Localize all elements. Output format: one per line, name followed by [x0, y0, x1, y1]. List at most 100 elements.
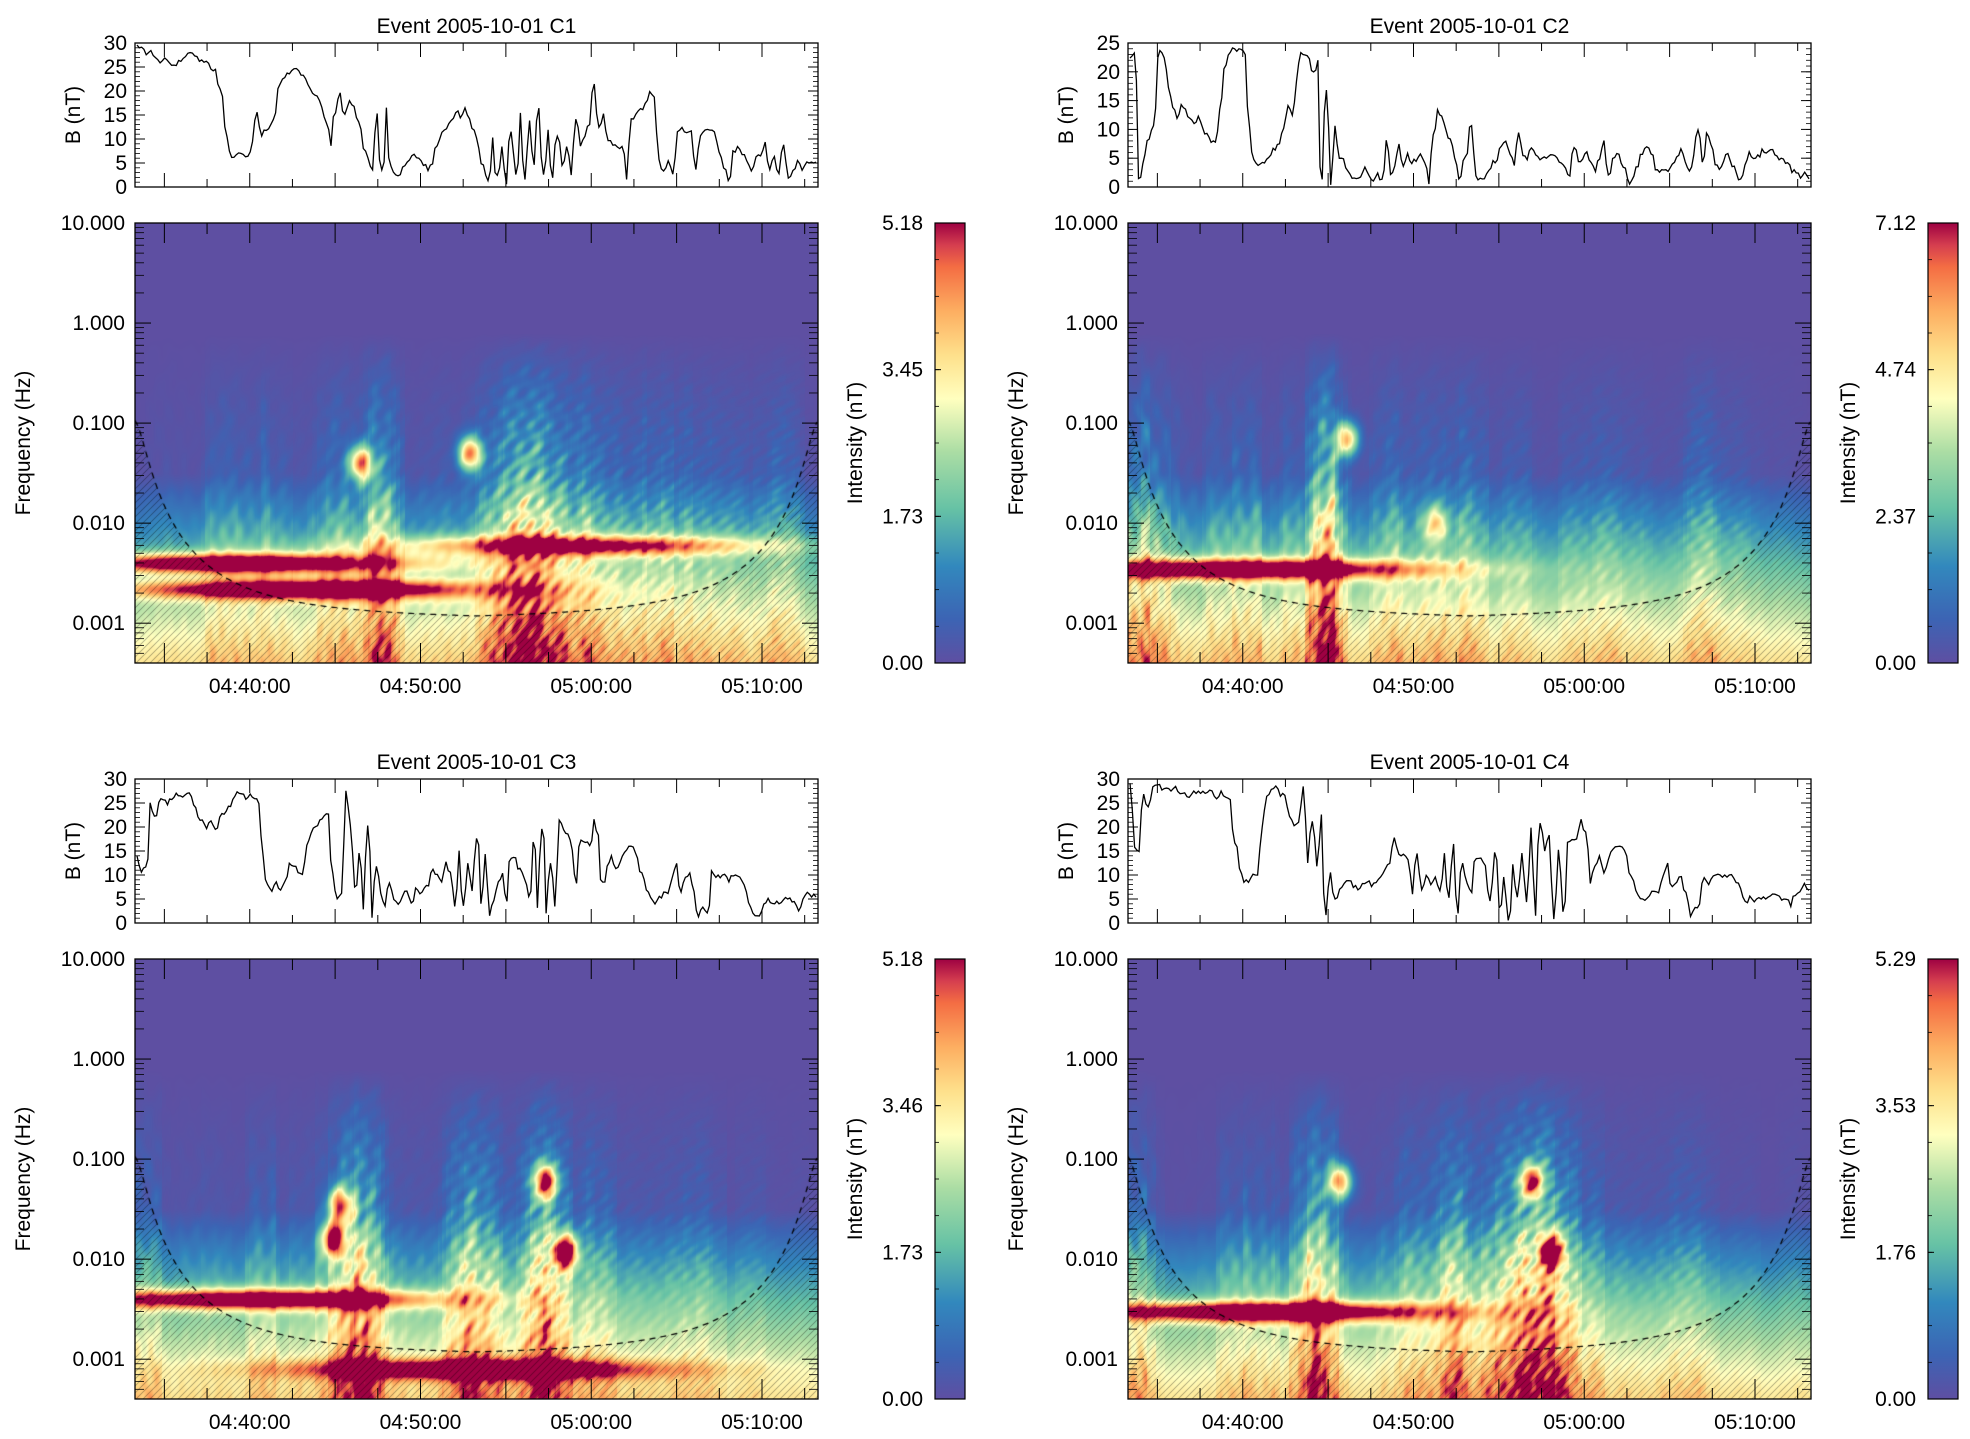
b-field-series: [1129, 47, 1810, 186]
colorbar-tick-label: 3.46: [882, 1095, 923, 1118]
colorbar-tick-label: 4.74: [1875, 359, 1916, 382]
plot-frame: [134, 222, 819, 664]
y-tick-label: 5: [1108, 888, 1120, 911]
colorbar-label: Intensity (nT): [844, 1118, 867, 1241]
chart-title: Event 2005-10-01 C2: [1370, 15, 1570, 38]
colorbar-label: Intensity (nT): [844, 382, 867, 505]
spectrogram-axes: 10.000 1.000 0.100 0.010 0.001 Frequency (Hz)…: [12, 948, 819, 1434]
y-axis-label: B (nT): [1055, 86, 1078, 144]
x-tick-label: 04:40:00: [1202, 1411, 1284, 1434]
y-tick-label: 20: [1097, 61, 1120, 84]
y-tick-label: 30: [1097, 768, 1120, 791]
y-tick-label: 10.000: [61, 948, 125, 971]
y-tick-label: 1.000: [1065, 1048, 1118, 1071]
y-tick-label: 0.001: [72, 612, 125, 635]
colorbar-label: Intensity (nT): [1837, 382, 1860, 505]
y-tick-label: 0.010: [72, 1248, 125, 1271]
colorbar-tick-label: 7.12: [1875, 212, 1916, 235]
y-axis-label: Frequency (Hz): [12, 1107, 35, 1252]
y-tick-label: 15: [1097, 840, 1120, 863]
colorbar: 0.00 1.73 3.45 5.18 Intensity (nT): [844, 212, 966, 675]
y-tick-label: 0.100: [72, 412, 125, 435]
x-tick-label: 04:40:00: [209, 675, 291, 698]
y-axis-label: Frequency (Hz): [12, 371, 35, 516]
y-axis-label: Frequency (Hz): [1005, 1107, 1028, 1252]
y-tick-label: 0.010: [1065, 512, 1118, 535]
spectrogram-axes: 10.000 1.000 0.100 0.010 0.001 Frequency (Hz)…: [1005, 212, 1812, 698]
y-tick-label: 1.000: [72, 1048, 125, 1071]
y-tick-label: 25: [1097, 32, 1120, 55]
colorbar-tick-label: 1.76: [1875, 1241, 1916, 1264]
colorbar: 0.00 1.73 3.46 5.18 Intensity (nT): [844, 948, 966, 1411]
y-tick-label: 5: [115, 888, 127, 911]
y-tick-label: 25: [104, 792, 127, 815]
x-tick-label: 04:40:00: [1202, 675, 1284, 698]
colorbar-tick-label: 5.18: [882, 212, 923, 235]
x-tick-label: 05:10:00: [1714, 1411, 1796, 1434]
plot-frame: [1127, 958, 1812, 1400]
y-tick-label: 0.010: [1065, 1248, 1118, 1271]
x-tick-label: 05:00:00: [1543, 1411, 1625, 1434]
y-tick-label: 10: [104, 864, 127, 887]
x-tick-label: 05:10:00: [1714, 675, 1796, 698]
y-tick-label: 15: [1097, 90, 1120, 113]
y-tick-label: 10: [1097, 864, 1120, 887]
y-tick-label: 10.000: [61, 212, 125, 235]
colorbar-tick-label: 0.00: [882, 1388, 923, 1411]
panel-c3: Event 2005-10-01 C3 0 5 10 15 20 25 30 B (nT) 10.…: [0, 734, 985, 1439]
y-tick-label: 10.000: [1054, 212, 1118, 235]
colorbar: 0.00 1.76 3.53 5.29 Intensity (nT): [1837, 948, 1959, 1411]
plot-frame: [134, 778, 819, 924]
x-tick-label: 05:10:00: [721, 1411, 803, 1434]
colorbar-tick-label: 0.00: [1875, 652, 1916, 675]
colorbar-tick-label: 5.29: [1875, 948, 1916, 971]
b-field-plot: 0 5 10 15 20 25 B (nT): [1055, 32, 1812, 199]
plot-frame: [1127, 222, 1812, 664]
plot-frame: [134, 958, 819, 1400]
plot-frame: [1127, 42, 1812, 188]
colorbar: 0.00 2.37 4.74 7.12 Intensity (nT): [1837, 212, 1959, 675]
y-tick-label: 0.100: [1065, 1148, 1118, 1171]
b-field-series: [136, 44, 817, 185]
x-tick-label: 05:00:00: [550, 1411, 632, 1434]
x-tick-label: 04:40:00: [209, 1411, 291, 1434]
spectrogram-axes: 10.000 1.000 0.100 0.010 0.001 Frequency (Hz)…: [1005, 948, 1812, 1434]
y-tick-label: 20: [104, 816, 127, 839]
colorbar-scale: [934, 222, 966, 664]
spectrogram-image: [135, 959, 818, 1399]
y-tick-label: 20: [104, 80, 127, 103]
y-tick-label: 5: [115, 152, 127, 175]
spectrogram-image: [1128, 223, 1811, 663]
colorbar-scale: [1927, 222, 1959, 664]
y-tick-label: 0: [1108, 912, 1120, 935]
colorbar-tick-label: 5.18: [882, 948, 923, 971]
y-tick-label: 0: [1108, 176, 1120, 199]
panel-c2: Event 2005-10-01 C2 0 5 10 15 20 25 B (nT) 10.00…: [993, 0, 1970, 719]
y-tick-label: 0: [115, 912, 127, 935]
x-tick-label: 04:50:00: [380, 675, 462, 698]
b-field-series: [1129, 783, 1810, 921]
y-tick-label: 0.100: [72, 1148, 125, 1171]
y-tick-label: 25: [104, 56, 127, 79]
y-tick-label: 1.000: [1065, 312, 1118, 335]
y-tick-label: 10.000: [1054, 948, 1118, 971]
y-tick-label: 1.000: [72, 312, 125, 335]
colorbar-tick-label: 3.45: [882, 359, 923, 382]
spectrogram-image: [135, 223, 818, 663]
y-tick-label: 0.001: [1065, 1348, 1118, 1371]
plot-frame: [134, 42, 819, 188]
x-tick-label: 04:50:00: [1373, 1411, 1455, 1434]
colorbar-tick-label: 0.00: [1875, 1388, 1916, 1411]
colorbar-tick-label: 1.73: [882, 505, 923, 528]
y-axis-label: B (nT): [62, 86, 85, 144]
x-tick-label: 04:50:00: [380, 1411, 462, 1434]
y-tick-label: 5: [1108, 147, 1120, 170]
colorbar-tick-label: 1.73: [882, 1241, 923, 1264]
y-axis-label: Frequency (Hz): [1005, 371, 1028, 516]
x-tick-label: 05:00:00: [550, 675, 632, 698]
x-tick-label: 04:50:00: [1373, 675, 1455, 698]
